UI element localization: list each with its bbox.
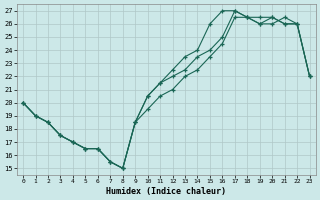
X-axis label: Humidex (Indice chaleur): Humidex (Indice chaleur) [106,187,226,196]
